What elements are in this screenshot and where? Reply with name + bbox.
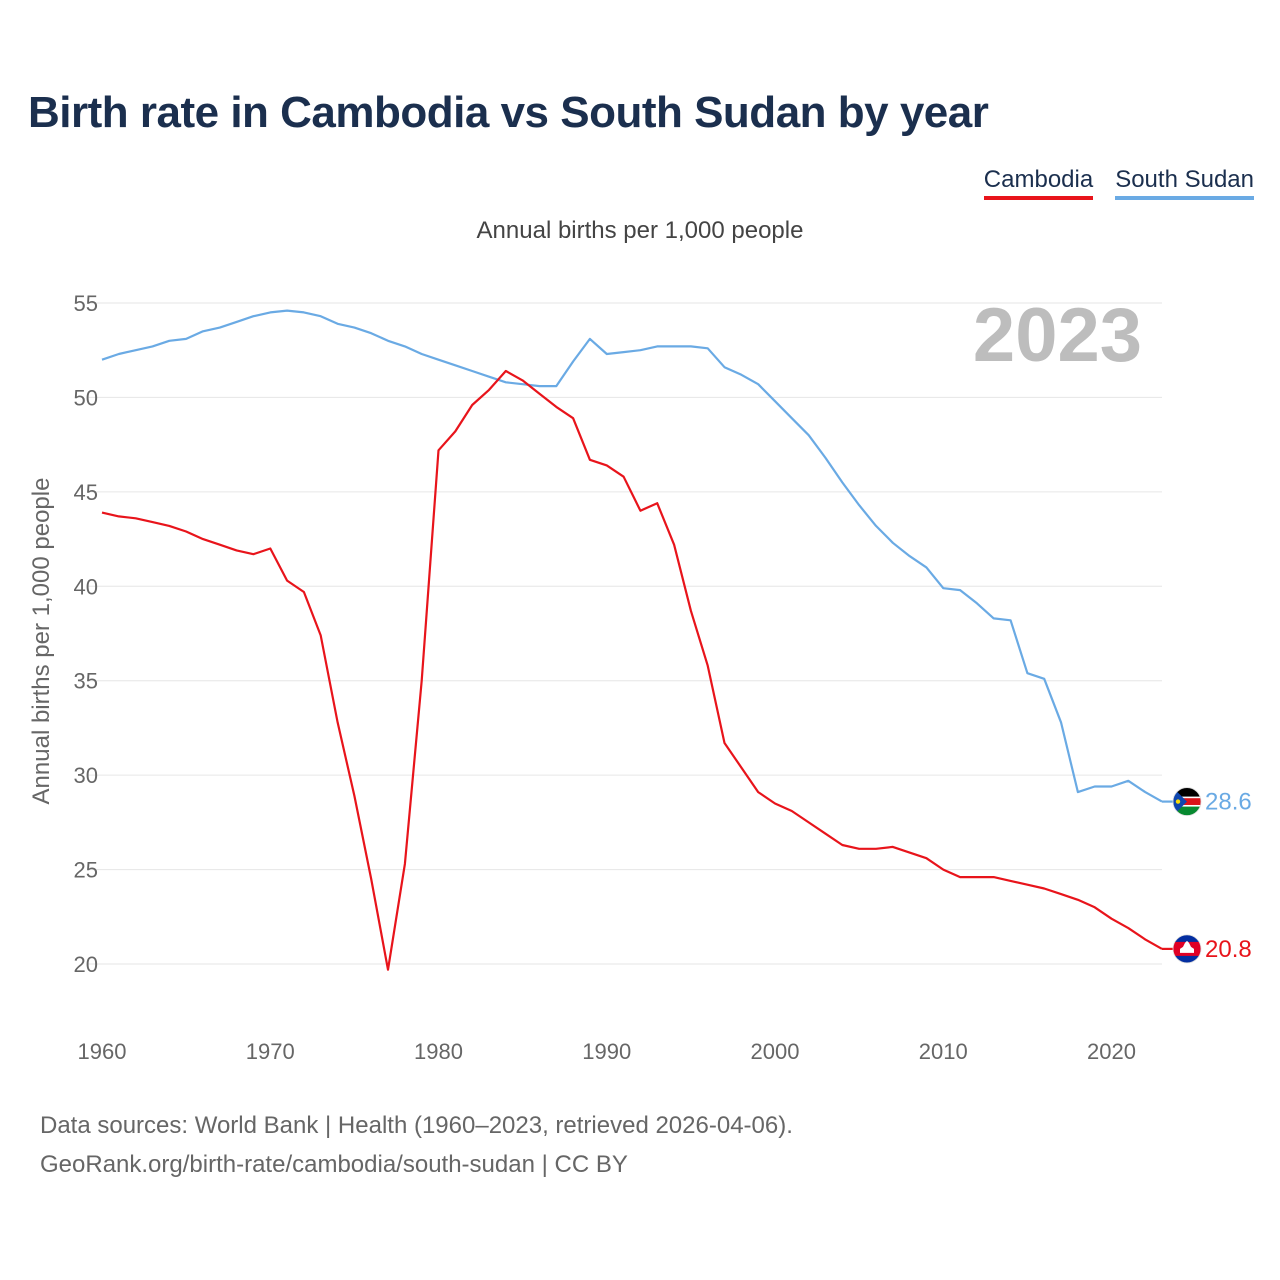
x-tick-label-1990: 1990 xyxy=(582,1039,631,1064)
y-tick-label-35: 35 xyxy=(74,669,98,694)
source-line-2[interactable]: GeoRank.org/birth-rate/cambodia/south-su… xyxy=(40,1151,628,1178)
x-tick-label-2010: 2010 xyxy=(919,1039,968,1064)
end-value-label-south-sudan: 28.6 xyxy=(1205,789,1252,816)
flag-icon-south-sudan xyxy=(1172,787,1202,816)
y-tick-label-45: 45 xyxy=(74,480,98,505)
legend-item-south-sudan[interactable]: South Sudan xyxy=(1115,166,1254,200)
x-tick-label-1970: 1970 xyxy=(246,1039,295,1064)
chart-subtitle: Annual births per 1,000 people xyxy=(476,217,804,244)
y-tick-label-25: 25 xyxy=(74,858,98,883)
y-tick-label-20: 20 xyxy=(74,952,98,977)
end-markers: 20.8 28.6 xyxy=(1162,787,1252,964)
gridlines xyxy=(88,302,1162,965)
series-line-south-sudan xyxy=(101,309,1163,803)
y-tick-label-50: 50 xyxy=(74,385,98,410)
series-lines xyxy=(101,309,1163,971)
flag-icon-cambodia xyxy=(1172,934,1202,964)
x-tick-label-2020: 2020 xyxy=(1087,1039,1136,1064)
end-value-label-cambodia: 20.8 xyxy=(1205,936,1252,963)
chart-title: Birth rate in Cambodia vs South Sudan by… xyxy=(28,88,989,137)
y-tick-label-40: 40 xyxy=(74,574,98,599)
series-line-cambodia xyxy=(101,369,1163,971)
legend: Cambodia South Sudan xyxy=(983,166,1254,200)
x-tick-label-1980: 1980 xyxy=(414,1039,463,1064)
x-axis-ticks: 1960 1970 1980 1990 2000 2010 2020 xyxy=(78,1039,1136,1064)
legend-item-cambodia[interactable]: Cambodia xyxy=(983,166,1094,200)
x-tick-label-2000: 2000 xyxy=(751,1039,800,1064)
source-note: Data sources: World Bank | Health (1960–… xyxy=(40,1106,793,1184)
y-axis-ticks: 20 25 30 35 40 45 50 55 xyxy=(74,291,98,977)
current-year-watermark: 2023 xyxy=(972,293,1142,378)
source-line-1: Data sources: World Bank | Health (1960–… xyxy=(40,1112,793,1139)
y-tick-label-30: 30 xyxy=(74,763,98,788)
y-tick-label-55: 55 xyxy=(74,291,98,316)
x-tick-label-1960: 1960 xyxy=(78,1039,127,1064)
